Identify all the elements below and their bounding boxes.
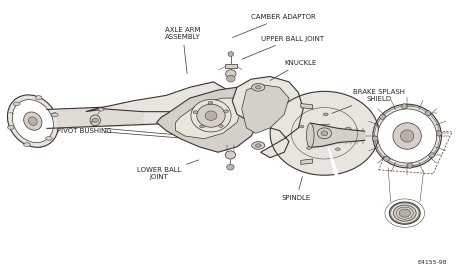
Polygon shape xyxy=(270,91,379,175)
Circle shape xyxy=(13,102,20,106)
Circle shape xyxy=(323,113,328,116)
Circle shape xyxy=(255,144,261,147)
Circle shape xyxy=(52,113,58,117)
Ellipse shape xyxy=(191,100,231,132)
Ellipse shape xyxy=(401,104,407,109)
Ellipse shape xyxy=(205,111,217,120)
Circle shape xyxy=(46,137,52,140)
Circle shape xyxy=(252,84,265,91)
Ellipse shape xyxy=(24,112,42,130)
Ellipse shape xyxy=(318,128,331,139)
Text: UPPER BALL JOINT: UPPER BALL JOINT xyxy=(242,36,324,59)
Ellipse shape xyxy=(393,123,421,149)
Ellipse shape xyxy=(407,163,413,168)
Polygon shape xyxy=(301,104,313,109)
Polygon shape xyxy=(232,76,303,158)
Circle shape xyxy=(346,127,351,130)
Text: PIVOT BUSHING: PIVOT BUSHING xyxy=(57,121,112,134)
Ellipse shape xyxy=(372,136,378,141)
Text: CAMBER ADAPTOR: CAMBER ADAPTOR xyxy=(232,14,316,38)
Circle shape xyxy=(8,125,14,129)
Circle shape xyxy=(98,108,104,111)
Circle shape xyxy=(92,118,99,122)
Text: BRAKE SPLASH
SHIELD: BRAKE SPLASH SHIELD xyxy=(332,89,405,113)
Text: E4155-98: E4155-98 xyxy=(418,259,447,265)
Circle shape xyxy=(36,96,42,100)
Ellipse shape xyxy=(225,151,236,159)
Ellipse shape xyxy=(401,130,414,142)
Text: KNUCKLE: KNUCKLE xyxy=(270,60,317,81)
Ellipse shape xyxy=(321,131,328,136)
Ellipse shape xyxy=(226,70,236,78)
Ellipse shape xyxy=(8,95,58,147)
Ellipse shape xyxy=(12,100,54,143)
Polygon shape xyxy=(86,82,228,112)
Ellipse shape xyxy=(373,104,441,168)
Ellipse shape xyxy=(437,131,442,136)
Polygon shape xyxy=(175,98,242,139)
Ellipse shape xyxy=(383,156,389,161)
Ellipse shape xyxy=(429,153,435,158)
Text: LOWER BALL
JOINT: LOWER BALL JOINT xyxy=(137,160,199,180)
Ellipse shape xyxy=(197,104,225,127)
Circle shape xyxy=(307,147,311,149)
Circle shape xyxy=(252,142,265,149)
Ellipse shape xyxy=(227,75,235,82)
Polygon shape xyxy=(225,64,237,68)
Ellipse shape xyxy=(307,123,314,148)
Ellipse shape xyxy=(380,114,385,119)
Ellipse shape xyxy=(227,164,234,170)
Circle shape xyxy=(193,111,198,113)
Ellipse shape xyxy=(425,111,431,116)
Circle shape xyxy=(299,125,304,128)
Circle shape xyxy=(219,125,223,127)
Text: AXLE ARM
ASSEMBLY: AXLE ARM ASSEMBLY xyxy=(164,27,201,74)
Ellipse shape xyxy=(390,202,420,224)
Polygon shape xyxy=(301,159,313,164)
Circle shape xyxy=(24,143,30,147)
Ellipse shape xyxy=(378,109,437,163)
Ellipse shape xyxy=(28,117,37,125)
Circle shape xyxy=(224,110,228,113)
Circle shape xyxy=(200,125,204,128)
Ellipse shape xyxy=(228,52,234,57)
Ellipse shape xyxy=(393,205,416,221)
Circle shape xyxy=(208,101,213,104)
Ellipse shape xyxy=(399,209,410,217)
Polygon shape xyxy=(156,87,261,152)
Circle shape xyxy=(255,86,261,89)
Text: SPINDLE: SPINDLE xyxy=(282,177,311,201)
Ellipse shape xyxy=(90,115,100,126)
Circle shape xyxy=(336,148,340,150)
Polygon shape xyxy=(242,85,289,133)
